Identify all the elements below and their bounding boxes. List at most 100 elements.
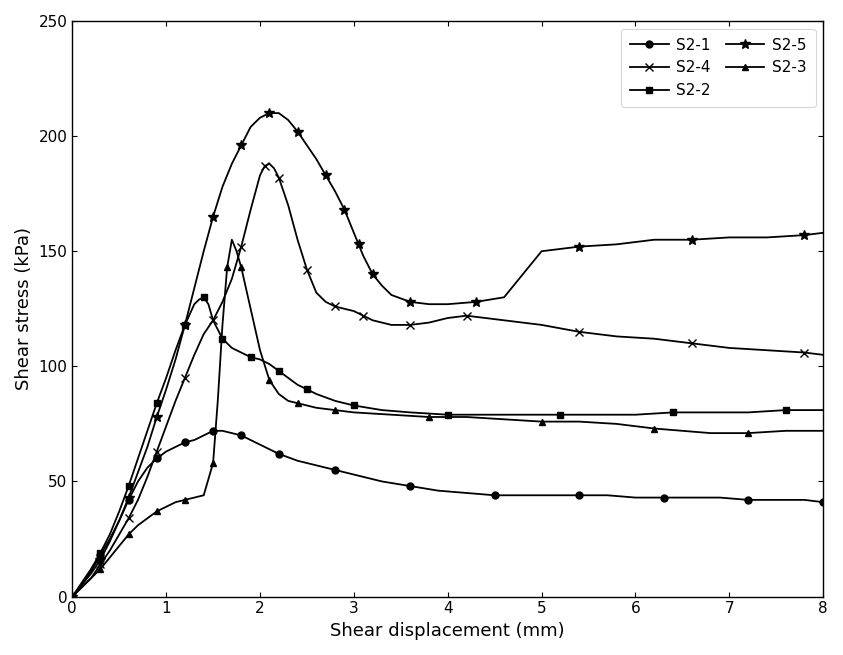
S2-2	[180, 321, 190, 329]
S2-1	[227, 429, 237, 437]
S2-2	[124, 482, 134, 490]
S2-1	[349, 471, 359, 479]
S2-3	[236, 263, 246, 271]
S2-3	[499, 415, 509, 423]
S2-3	[677, 427, 687, 435]
S2-1	[377, 477, 387, 485]
S2-2	[556, 411, 566, 419]
S2-4	[424, 319, 434, 327]
S2-2	[743, 409, 753, 417]
S2-1	[799, 496, 809, 504]
S2-3	[706, 429, 716, 437]
S2-2	[405, 409, 416, 417]
S2-1	[461, 489, 471, 497]
S2-1	[311, 461, 321, 469]
S2-1	[86, 567, 96, 575]
S2-4	[799, 348, 809, 356]
S2-4	[170, 397, 180, 405]
S2-2	[443, 411, 453, 419]
S2-4	[499, 316, 509, 324]
S2-2	[818, 406, 828, 414]
S2-3	[86, 574, 96, 582]
S2-4	[368, 316, 378, 324]
S2-1	[170, 443, 180, 451]
S2-2	[170, 346, 180, 354]
S2-5	[265, 109, 275, 117]
S2-4	[142, 473, 153, 481]
S2-5	[67, 593, 78, 601]
S2-4	[649, 335, 659, 343]
S2-1	[77, 581, 87, 589]
S2-4	[724, 344, 734, 352]
S2-3	[133, 521, 143, 529]
Legend: S2-1, S2-4, S2-2, S2-5, S2-3: S2-1, S2-4, S2-2, S2-5, S2-3	[621, 29, 815, 107]
S2-4	[311, 289, 321, 297]
S2-1	[199, 432, 209, 440]
S2-3	[227, 236, 237, 244]
S2-4	[574, 328, 584, 336]
S2-1	[771, 496, 781, 504]
S2-3	[274, 390, 284, 398]
S2-4	[67, 593, 78, 601]
S2-4	[386, 321, 396, 329]
S2-2	[668, 409, 678, 417]
S2-3	[386, 411, 396, 419]
S2-3	[781, 427, 791, 435]
S2-4	[762, 346, 772, 354]
S2-3	[142, 514, 153, 522]
S2-4	[358, 312, 368, 320]
S2-2	[77, 579, 87, 587]
S2-5	[349, 229, 359, 236]
S2-1	[546, 491, 556, 499]
S2-1	[274, 450, 284, 458]
S2-2	[293, 381, 303, 388]
S2-2	[227, 344, 237, 352]
S2-3	[114, 542, 124, 550]
S2-1	[602, 491, 612, 499]
S2-3	[818, 427, 828, 435]
S2-3	[255, 346, 265, 354]
S2-1	[818, 498, 828, 506]
S2-4	[199, 330, 209, 338]
S2-4	[133, 496, 143, 504]
S2-4	[818, 351, 828, 359]
S2-2	[95, 549, 105, 557]
S2-2	[105, 531, 115, 538]
S2-2	[190, 300, 200, 308]
S2-1	[433, 487, 443, 495]
S2-4	[86, 574, 96, 582]
S2-3	[190, 494, 200, 502]
S2-3	[199, 491, 209, 499]
S2-1	[658, 494, 668, 502]
S2-4	[349, 307, 359, 315]
S2-4	[443, 314, 453, 322]
S2-1	[105, 535, 115, 543]
S2-3	[283, 397, 293, 405]
S2-3	[161, 503, 171, 511]
S2-4	[687, 339, 697, 347]
S2-2	[114, 508, 124, 515]
S2-1	[715, 494, 725, 502]
S2-1	[330, 466, 341, 474]
S2-3	[180, 496, 190, 504]
S2-3	[208, 459, 218, 467]
S2-4	[217, 298, 228, 306]
S2-2	[330, 397, 341, 405]
S2-5	[818, 229, 828, 236]
S2-2	[245, 353, 255, 361]
S2-5	[443, 300, 453, 308]
S2-1	[95, 552, 105, 559]
S2-2	[265, 360, 275, 368]
S2-2	[377, 406, 387, 414]
S2-4	[461, 312, 471, 320]
S2-2	[518, 411, 528, 419]
S2-3	[293, 400, 303, 407]
S2-4	[265, 160, 275, 168]
S2-5	[649, 236, 659, 244]
S2-3	[461, 413, 471, 421]
S2-5	[199, 248, 209, 255]
S2-4	[340, 305, 350, 312]
S2-3	[612, 420, 622, 428]
S2-1	[208, 427, 218, 435]
S2-4	[283, 201, 293, 209]
